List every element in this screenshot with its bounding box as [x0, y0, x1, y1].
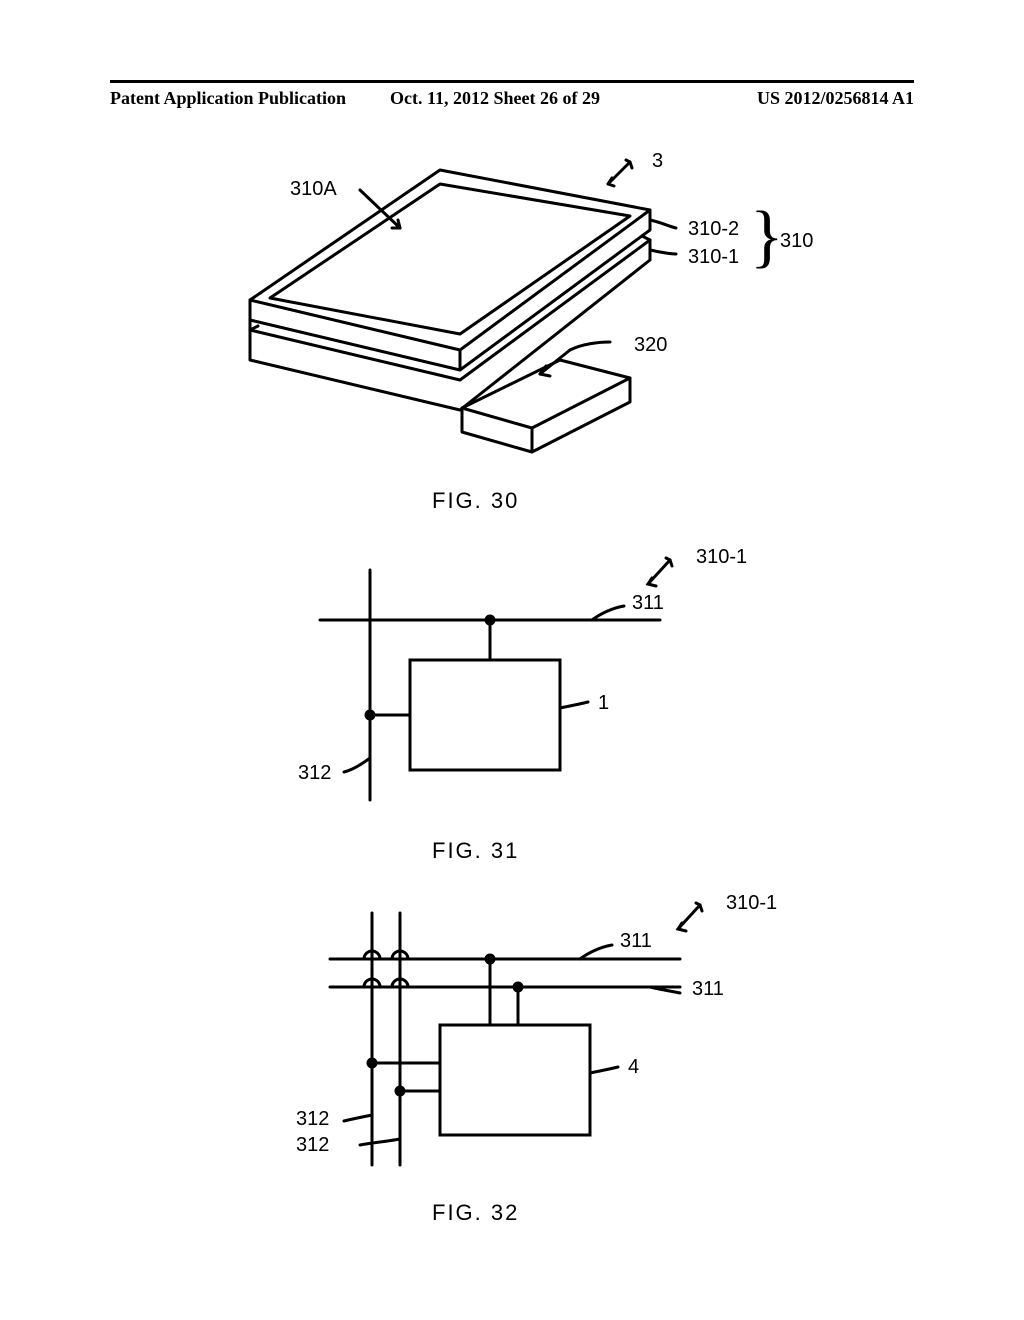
- label-fig32-310-1: 310-1: [726, 892, 777, 915]
- label-fig31-311: 311: [632, 592, 664, 615]
- label-fig31-312: 312: [298, 762, 331, 785]
- label-fig32-311b: 311: [692, 978, 724, 1001]
- label-fig32-312a: 312: [296, 1108, 329, 1131]
- header-right: US 2012/0256814 A1: [757, 88, 914, 109]
- label-310-2: 310-2: [688, 218, 739, 241]
- fig32-caption: FIG. 32: [432, 1200, 519, 1226]
- label-fig32-4: 4: [628, 1056, 639, 1079]
- brace-310: }: [750, 202, 784, 272]
- label-320: 320: [634, 334, 667, 357]
- label-fig32-312b: 312: [296, 1134, 329, 1157]
- fig-32-drawing: [280, 895, 750, 1185]
- fig31-caption: FIG. 31: [432, 838, 519, 864]
- label-fig31-1: 1: [598, 692, 609, 715]
- header-rule: [110, 80, 914, 83]
- label-310A: 310A: [290, 178, 337, 201]
- label-310-1-top: 310-1: [688, 246, 739, 269]
- patent-page: Patent Application Publication Oct. 11, …: [0, 0, 1024, 1320]
- header-left: Patent Application Publication: [110, 88, 346, 109]
- label-310: 310: [780, 230, 813, 253]
- fig30-caption: FIG. 30: [432, 488, 519, 514]
- label-3: 3: [652, 150, 663, 173]
- label-fig32-311a: 311: [620, 930, 652, 953]
- header-mid: Oct. 11, 2012 Sheet 26 of 29: [390, 88, 600, 109]
- label-fig31-310-1: 310-1: [696, 546, 747, 569]
- fig-31-drawing: [280, 550, 720, 820]
